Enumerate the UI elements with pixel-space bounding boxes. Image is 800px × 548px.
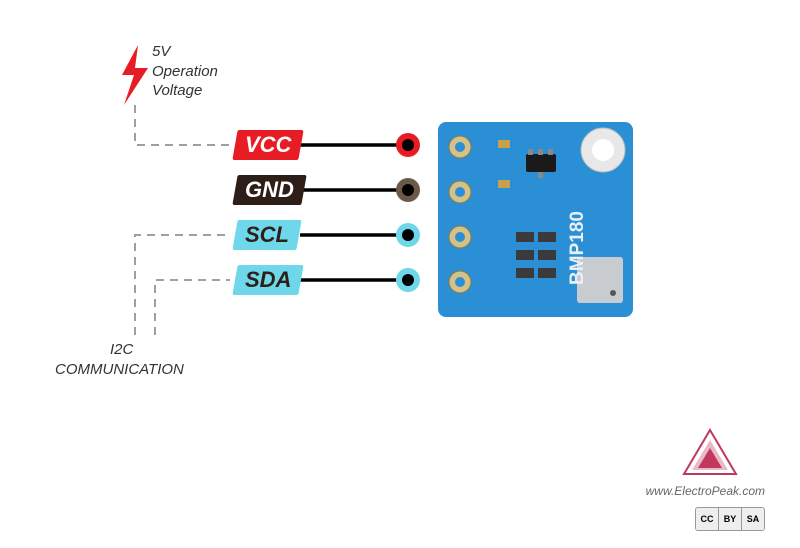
pin-label-scl: SCL <box>232 220 301 250</box>
pin-label-vcc: VCC <box>232 130 304 160</box>
i2c-annotation: I2C COMMUNICATION <box>55 340 184 379</box>
voltage-annotation: 5V Operation Voltage <box>152 42 218 101</box>
pin-label-sda: SDA <box>232 265 304 295</box>
cc-license-badge: CC BY SA <box>695 507 765 531</box>
cc-cc: CC <box>696 508 719 530</box>
voltage-line2: Operation <box>152 62 218 82</box>
electropeak-logo <box>680 428 740 478</box>
cc-sa: SA <box>742 508 764 530</box>
voltage-line3: Voltage <box>152 81 218 101</box>
cc-by: BY <box>719 508 742 530</box>
watermark-text: www.ElectroPeak.com <box>646 484 765 498</box>
svg-text:BMP180: BMP180 <box>567 211 588 285</box>
diagram-canvas: BMP180 5V Operation Voltage I2C COMMUNIC… <box>0 0 800 543</box>
i2c-line1: I2C <box>110 340 184 360</box>
voltage-line1: 5V <box>152 42 218 62</box>
i2c-line2: COMMUNICATION <box>55 360 184 380</box>
pin-label-gnd: GND <box>232 175 306 205</box>
